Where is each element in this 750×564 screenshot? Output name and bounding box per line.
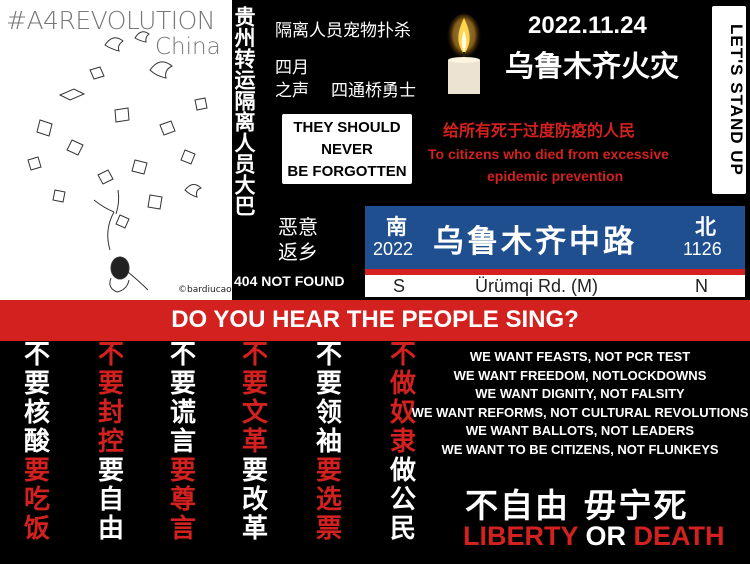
slogan-char: 选 xyxy=(315,485,342,515)
slogan-char: 言 xyxy=(169,514,196,544)
slogan-column: 不要文革要改革 xyxy=(240,341,270,544)
sign-red-strip xyxy=(365,269,745,275)
slogan-char: 饭 xyxy=(23,514,50,544)
or-word: OR xyxy=(585,521,627,551)
slogan-char: 不 xyxy=(97,340,124,370)
slogan-char: 要 xyxy=(241,456,268,486)
slogan-char: 不 xyxy=(389,340,416,370)
slogan-char: 不 xyxy=(241,340,268,370)
slogan-column: 不做奴隶做公民 xyxy=(388,341,418,544)
slogan-char: 控 xyxy=(97,427,124,457)
wants-line: WE WANT REFORMS, NOT CULTURAL REVOLUTION… xyxy=(411,404,749,420)
april-label-1: 四月 xyxy=(275,58,309,78)
slogan-char: 不 xyxy=(315,340,342,370)
slogan-char: 封 xyxy=(97,398,124,428)
sign-n: N xyxy=(695,276,708,296)
banner: DO YOU HEAR THE PEOPLE SING? xyxy=(0,300,750,341)
slogan-char: 袖 xyxy=(315,427,342,457)
never-line-1: THEY SHOULD xyxy=(293,119,401,136)
slogan-char: 由 xyxy=(97,514,124,544)
dedication-en-2: epidemic prevention xyxy=(487,168,624,184)
slogan-char: 民 xyxy=(389,514,416,544)
death-word: DEATH xyxy=(633,521,725,551)
slogan-column: 不要核酸要吃饭 xyxy=(22,341,52,544)
never-line-2: NEVER xyxy=(321,141,373,158)
slogan-char: 要 xyxy=(315,369,342,399)
wants-list: WE WANT FEASTS, NOT PCR TEST WE WANT FRE… xyxy=(410,348,750,459)
slogan-char: 要 xyxy=(23,456,50,486)
slogan-char: 奴 xyxy=(389,398,416,428)
slogan-char: 领 xyxy=(315,398,342,428)
slogan-char: 要 xyxy=(169,369,196,399)
street-sign: 南 2022 乌鲁木齐中路 北 1126 xyxy=(365,206,745,269)
liberty-zh: 不自由 毋宁死 xyxy=(465,486,689,525)
dedication-en-1: To citizens who died from excessive xyxy=(428,146,669,162)
hashtag-text: #A4REVOLUTION xyxy=(6,6,215,35)
liberty-en: LIBERTY OR DEATH xyxy=(463,521,725,552)
april-label-2: 之声 xyxy=(275,81,309,101)
slogan-char: 尊 xyxy=(169,485,196,515)
slogan-char: 改 xyxy=(241,485,268,515)
never-line-3: BE FORGOTTEN xyxy=(287,163,407,180)
sign-north: 北 xyxy=(695,215,716,239)
slogan-char: 公 xyxy=(389,485,416,515)
quarantine-label: 隔离人员宠物扑杀 xyxy=(275,21,411,41)
fire-date: 2022.11.24 xyxy=(528,12,647,39)
wants-line: WE WANT DIGNITY, NOT FALSITY xyxy=(475,386,685,401)
sign-road-name: 乌鲁木齐中路 xyxy=(433,224,637,260)
wants-line: WE WANT TO BE CITIZENS, NOT FLUNKEYS xyxy=(441,441,719,457)
slogan-column: 不要封控要自由 xyxy=(96,341,126,544)
slogan-column: 不要领袖要选票 xyxy=(314,341,344,544)
slogan-char: 票 xyxy=(315,514,342,544)
art-panel: #A4REVOLUTION China ©bardiucao xyxy=(0,0,232,300)
slogan-char: 要 xyxy=(241,369,268,399)
vertical-title: 贵州转运隔离人员大巴 xyxy=(232,6,256,216)
slogan-char: 要 xyxy=(315,456,342,486)
sitong-label: 四通桥勇士 xyxy=(331,81,416,101)
fire-title: 乌鲁木齐火灾 xyxy=(505,49,680,83)
slogan-char: 要 xyxy=(97,369,124,399)
wants-line: WE WANT FEASTS, NOT PCR TEST xyxy=(469,349,691,364)
liberty-word: LIBERTY xyxy=(463,521,579,551)
slogan-char: 谎 xyxy=(169,398,196,428)
country-text: China xyxy=(155,34,221,60)
stand-up-text: LET'S STAND UP xyxy=(727,24,746,176)
sign-north-number: 1126 xyxy=(683,239,722,259)
sign-bottom: S Ürümqi Rd. (M) N xyxy=(365,275,745,297)
slogan-char: 不 xyxy=(23,340,50,370)
stand-up-box: LET'S STAND UP xyxy=(712,6,746,194)
slogan-char: 革 xyxy=(241,514,268,544)
slogan-char: 吃 xyxy=(23,485,50,515)
not-found-label: 404 NOT FOUND xyxy=(234,273,345,289)
slogan-char: 革 xyxy=(241,427,268,457)
paper-doves-illustration xyxy=(27,31,208,293)
artist-credit: ©bardiucao xyxy=(178,285,232,295)
malicious-label-2: 返乡 xyxy=(278,240,318,264)
candle-icon xyxy=(446,14,482,94)
dedication-zh: 给所有死于过度防疫的人民 xyxy=(443,121,636,140)
slogan-char: 做 xyxy=(389,456,416,486)
slogan-char: 核 xyxy=(23,398,50,428)
sign-south: 南 xyxy=(386,215,407,239)
slogan-char: 要 xyxy=(97,456,124,486)
slogan-char: 要 xyxy=(169,456,196,486)
slogan-char: 隶 xyxy=(389,427,416,457)
slogan-char: 文 xyxy=(241,398,268,428)
sign-road-en: Ürümqi Rd. (M) xyxy=(475,276,599,296)
never-forgotten-box: THEY SHOULD NEVER BE FORGOTTEN xyxy=(282,114,412,184)
wants-line: WE WANT FREEDOM, NOTLOCKDOWNS xyxy=(453,367,707,383)
slogan-char: 做 xyxy=(389,369,416,399)
malicious-label-1: 恶意 xyxy=(278,215,318,239)
slogan-char: 不 xyxy=(169,340,196,370)
slogan-char: 酸 xyxy=(23,427,50,457)
slogan-column: 不要谎言要尊言 xyxy=(168,341,198,544)
slogan-char: 言 xyxy=(169,427,196,457)
sign-s: S xyxy=(393,276,406,296)
slogan-char: 要 xyxy=(23,369,50,399)
wants-line: WE WANT BALLOTS, NOT LEADERS xyxy=(465,423,695,438)
banner-text: DO YOU HEAR THE PEOPLE SING? xyxy=(171,306,579,333)
sign-south-number: 2022 xyxy=(373,239,414,259)
slogan-char: 自 xyxy=(97,485,124,515)
